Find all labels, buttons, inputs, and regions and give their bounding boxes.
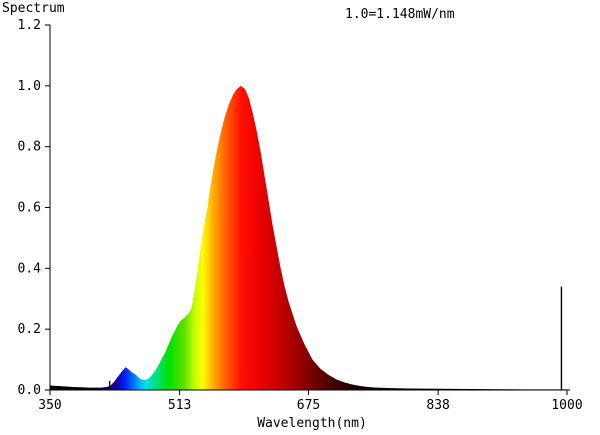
chart-title: Spectrum: [2, 1, 65, 16]
x-tick-label: 838: [426, 398, 449, 413]
spectrum-area-layer: [50, 85, 567, 390]
y-tick-label: 1.0: [18, 79, 41, 94]
y-tick-label: 0.6: [18, 201, 41, 216]
y-tick-label: 0.4: [18, 261, 42, 276]
axes-layer: [49, 25, 570, 391]
x-tick-label: 1000: [551, 398, 582, 413]
x-axis-label: Wavelength(nm): [257, 416, 367, 430]
y-tick-label: 0.8: [18, 140, 41, 155]
x-tick-label: 675: [297, 398, 320, 413]
x-tick-label: 350: [38, 398, 61, 413]
ticks-layer: 0.0 0.2 0.4 0.6 0.8 1.0 1.2 350 513 675 838 1000: [18, 18, 583, 413]
x-tick-label: 513: [168, 398, 191, 413]
y-tick-label: 1.2: [18, 18, 41, 33]
scale-annotation: 1.0=1.148mW/nm: [345, 7, 455, 22]
y-tick-label: 0.2: [18, 322, 41, 337]
spectrum-area: [50, 85, 567, 390]
y-tick-label: 0.0: [18, 383, 41, 398]
